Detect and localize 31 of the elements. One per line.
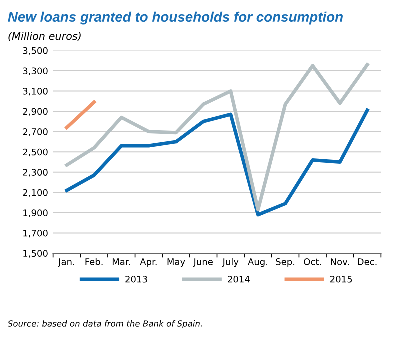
y-tick-label: 1,500 (24, 250, 48, 258)
chart-subtitle: (Million euros) (8, 32, 81, 42)
legend-label: 2015 (330, 276, 352, 283)
x-tick-label: Oct. (304, 258, 322, 266)
y-tick-label: 2,300 (23, 169, 48, 177)
y-tick-label: 3,500 (23, 47, 48, 56)
x-tick-label: Feb. (86, 258, 103, 266)
line-series (65, 63, 370, 212)
x-tick-label: Nov. (331, 258, 350, 266)
x-tick-label: Sep. (276, 258, 295, 268)
source-note: Source: based on data from the Bank of Spain. (8, 320, 202, 329)
y-tick-label: 3,100 (23, 88, 48, 96)
y-tick-label: 2,700 (23, 128, 48, 136)
x-tick-label: Dec. (358, 258, 377, 266)
x-tick-label: Aug. (248, 258, 268, 268)
line-series (65, 108, 370, 217)
legend-label: 2013 (126, 276, 148, 283)
x-tick-label: Jan. (58, 258, 74, 268)
legend-label: 2014 (228, 276, 250, 283)
chart-title: New loans granted to households for consumption (8, 12, 343, 25)
y-tick-label: 1,700 (24, 230, 48, 238)
x-tick-label: May (168, 258, 186, 268)
y-tick-label: 1,900 (24, 210, 48, 218)
x-tick-label: Apr. (140, 258, 157, 268)
y-tick-label: 3,300 (23, 68, 48, 76)
x-tick-label: July (222, 258, 239, 268)
y-tick-label: 2,100 (23, 189, 48, 198)
x-tick-label: June (193, 258, 213, 268)
x-tick-label: Mar. (112, 258, 130, 266)
y-tick-label: 2,900 (23, 108, 48, 116)
y-tick-label: 2,500 (23, 148, 48, 157)
